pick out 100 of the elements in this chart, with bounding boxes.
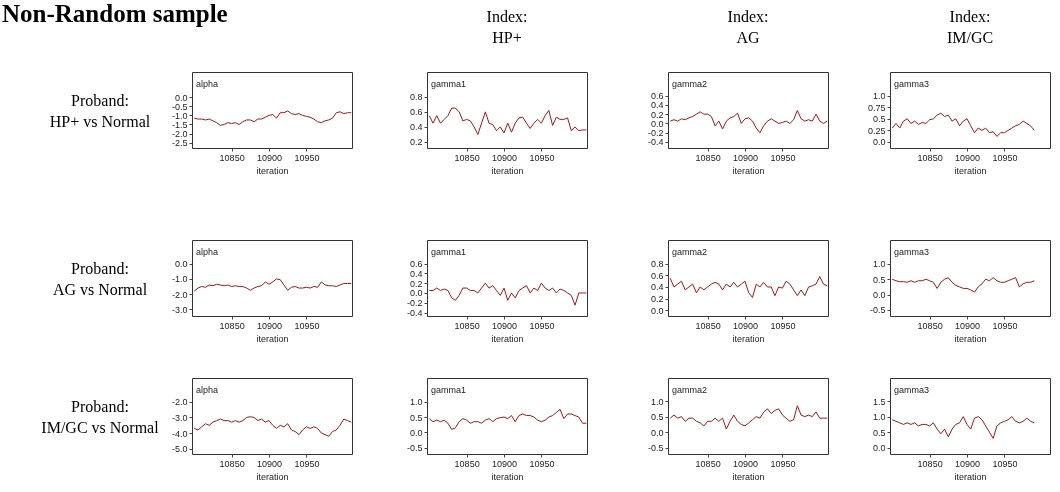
y-tick-label: 0.2 (409, 137, 423, 148)
x-tick-label: 10900 (491, 152, 518, 163)
y-tick-label: 0.4 (409, 122, 423, 133)
y-tick-label: 0.0 (174, 92, 188, 103)
y-tick-label: 0.5 (872, 274, 886, 285)
text: gamma3 (894, 385, 930, 395)
x-tick-label: 10850 (695, 320, 721, 331)
y-tick-label: 0.8 (650, 259, 664, 270)
y-tick-label: -2.0 (171, 289, 188, 300)
x-tick-label: 10900 (732, 458, 759, 469)
x-tick-label: 10900 (256, 320, 283, 331)
x-tick-label: 10950 (294, 320, 320, 331)
x-tick-label: 10950 (529, 320, 555, 331)
y-tick-label: 0.25 (867, 125, 886, 136)
y-tick-label: 0.5 (650, 412, 664, 423)
x-tick-label: 10950 (770, 152, 796, 163)
x-axis-title: iteration (732, 165, 765, 176)
text: Index: HP+ (485, 7, 529, 48)
x-axis-title: iteration (954, 333, 987, 344)
y-tick-label: 0.0 (872, 290, 886, 301)
x-tick-label: 10850 (219, 152, 245, 163)
x-tick-label: 10950 (992, 320, 1018, 331)
y-tick-label: -0.4 (647, 137, 664, 148)
y-tick-label: 0.4 (409, 268, 423, 279)
x-axis-title: iteration (491, 471, 524, 482)
y-tick-label: -5.0 (171, 444, 188, 455)
y-tick-label: 0.6 (650, 270, 664, 281)
x-tick-label: 10850 (695, 458, 721, 469)
x-tick-label: 10950 (770, 320, 796, 331)
y-tick-label: 0.5 (409, 412, 423, 423)
y-tick-label: 0.5 (872, 427, 886, 438)
x-tick-label: 10900 (954, 152, 981, 163)
line-series (669, 276, 828, 298)
x-tick-label: 10900 (256, 458, 283, 469)
text: Index: AG (726, 7, 770, 48)
x-tick-label: 10850 (917, 320, 943, 331)
x-tick-label: 10900 (491, 458, 518, 469)
text: gamma2 (672, 247, 708, 257)
y-tick-label: 0.8 (409, 92, 423, 103)
y-tick-label: 1.0 (872, 412, 886, 423)
y-tick-label: 0.4 (650, 282, 664, 293)
y-tick-label: 1.0 (409, 397, 423, 408)
text: alpha (196, 79, 219, 89)
y-tick-label: 0.75 (867, 102, 886, 113)
text: gamma2 (672, 79, 708, 89)
y-tick-label: -2.0 (171, 129, 188, 140)
text: alpha (196, 247, 219, 257)
line-series (891, 277, 1035, 293)
text: Proband: AG vs Normal (52, 260, 148, 298)
line-series (193, 416, 352, 437)
text: Non-Random sample (2, 0, 228, 28)
x-axis-title: iteration (256, 165, 289, 176)
y-tick-label: -0.2 (406, 298, 423, 309)
y-tick-label: 1.5 (872, 396, 886, 407)
x-axis-title: iteration (491, 165, 524, 176)
y-tick-label: -1.5 (171, 119, 188, 130)
y-tick-label: 1.0 (872, 259, 886, 270)
x-tick-label: 10850 (219, 320, 245, 331)
line-series (669, 405, 828, 430)
y-tick-label: -2.5 (171, 138, 188, 149)
x-axis-title: iteration (954, 471, 987, 482)
y-tick-label: 0.2 (409, 278, 423, 289)
x-tick-label: 10900 (732, 152, 759, 163)
y-tick-label: 0.0 (872, 137, 886, 148)
y-tick-label: -2.0 (171, 397, 188, 408)
x-tick-label: 10850 (454, 152, 480, 163)
y-tick-label: -0.2 (647, 128, 664, 139)
x-tick-label: 10950 (294, 458, 320, 469)
x-tick-label: 10900 (732, 320, 759, 331)
y-tick-label: 0.6 (650, 91, 664, 102)
y-tick-label: 0.6 (409, 107, 423, 118)
y-tick-label: 0.0 (409, 427, 423, 438)
text: Proband: HP+ vs Normal (49, 92, 151, 130)
y-tick-label: 0.0 (650, 427, 664, 438)
y-tick-label: 0.0 (409, 288, 423, 299)
y-tick-label: -3.0 (171, 304, 188, 315)
y-tick-label: 1.0 (650, 396, 664, 407)
y-tick-label: 0.0 (174, 259, 188, 270)
text: Index: IM/GC (945, 7, 995, 48)
y-tick-label: -0.5 (869, 305, 886, 316)
y-tick-label: 0.0 (650, 118, 664, 129)
y-tick-label: -1.0 (171, 110, 188, 121)
line-series (193, 110, 352, 126)
x-tick-label: 10950 (529, 152, 555, 163)
x-tick-label: 10900 (256, 152, 283, 163)
y-tick-label: -0.5 (647, 443, 664, 454)
x-axis-title: iteration (732, 333, 765, 344)
text: gamma1 (431, 247, 467, 257)
line-series (428, 408, 587, 430)
line-series (428, 107, 587, 135)
x-tick-label: 10950 (294, 152, 320, 163)
y-tick-label: 0.0 (872, 443, 886, 454)
text: gamma1 (431, 385, 467, 395)
x-tick-label: 10900 (954, 320, 981, 331)
x-tick-label: 10950 (529, 458, 555, 469)
x-axis-title: iteration (732, 471, 765, 482)
line-series (669, 109, 828, 134)
text: gamma3 (894, 79, 930, 89)
x-tick-label: 10850 (917, 152, 943, 163)
x-tick-label: 10850 (454, 458, 480, 469)
